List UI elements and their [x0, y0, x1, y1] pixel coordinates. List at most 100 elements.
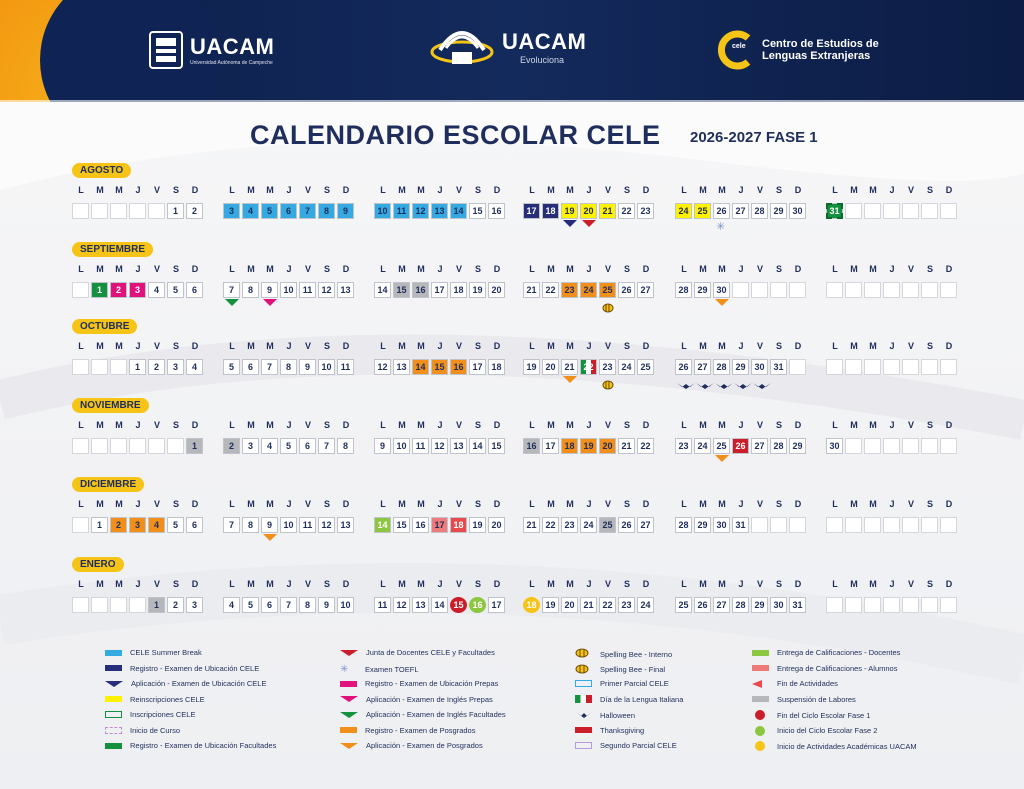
- day-cell[interactable]: 23: [561, 517, 578, 533]
- day-cell[interactable]: 10: [318, 359, 335, 375]
- day-cell[interactable]: 17: [488, 597, 505, 613]
- day-cell[interactable]: 31: [789, 597, 806, 613]
- day-cell[interactable]: 3: [186, 597, 203, 613]
- day-cell[interactable]: 13: [431, 203, 448, 219]
- day-cell[interactable]: 9: [374, 438, 391, 454]
- day-cell[interactable]: 25: [694, 203, 711, 219]
- day-cell[interactable]: 18: [542, 203, 559, 219]
- day-cell[interactable]: 26: [713, 203, 730, 219]
- day-cell[interactable]: 1: [129, 359, 146, 375]
- day-cell[interactable]: 27: [732, 203, 749, 219]
- day-cell[interactable]: 5: [242, 597, 259, 613]
- day-cell[interactable]: 30: [751, 359, 768, 375]
- day-cell[interactable]: 14: [431, 597, 448, 613]
- day-cell[interactable]: 22: [542, 282, 559, 298]
- day-cell[interactable]: 25: [599, 517, 616, 533]
- day-cell[interactable]: 17: [469, 359, 486, 375]
- day-cell[interactable]: 7: [261, 359, 278, 375]
- day-cell[interactable]: 23: [675, 438, 692, 454]
- day-cell[interactable]: 1: [167, 203, 184, 219]
- day-cell[interactable]: 24: [675, 203, 692, 219]
- day-cell[interactable]: 9: [318, 597, 335, 613]
- day-cell[interactable]: 14: [374, 517, 391, 533]
- day-cell[interactable]: 13: [412, 597, 429, 613]
- day-cell[interactable]: 29: [694, 517, 711, 533]
- day-cell[interactable]: 31: [826, 203, 843, 219]
- day-cell[interactable]: 15: [431, 359, 448, 375]
- day-cell[interactable]: 21: [523, 282, 540, 298]
- day-cell[interactable]: 23: [599, 359, 616, 375]
- day-cell[interactable]: 26: [618, 517, 635, 533]
- day-cell[interactable]: 19: [561, 203, 578, 219]
- day-cell[interactable]: 7: [318, 438, 335, 454]
- day-cell[interactable]: 15: [393, 282, 410, 298]
- day-cell[interactable]: 27: [713, 597, 730, 613]
- day-cell[interactable]: 16: [523, 438, 540, 454]
- day-cell[interactable]: 16: [412, 282, 429, 298]
- day-cell[interactable]: 21: [599, 203, 616, 219]
- day-cell[interactable]: 7: [299, 203, 316, 219]
- day-cell[interactable]: 20: [542, 359, 559, 375]
- day-cell[interactable]: 30: [713, 517, 730, 533]
- day-cell[interactable]: 5: [167, 282, 184, 298]
- day-cell[interactable]: 24: [637, 597, 654, 613]
- day-cell[interactable]: 18: [561, 438, 578, 454]
- day-cell[interactable]: 4: [223, 597, 240, 613]
- day-cell[interactable]: 27: [637, 517, 654, 533]
- day-cell[interactable]: 25: [713, 438, 730, 454]
- day-cell[interactable]: 10: [374, 203, 391, 219]
- day-cell[interactable]: 12: [393, 597, 410, 613]
- day-cell[interactable]: 30: [713, 282, 730, 298]
- day-cell[interactable]: 11: [337, 359, 354, 375]
- day-cell[interactable]: 2: [110, 517, 127, 533]
- day-cell[interactable]: 21: [618, 438, 635, 454]
- day-cell[interactable]: 22: [580, 359, 597, 375]
- day-cell[interactable]: 8: [242, 282, 259, 298]
- day-cell[interactable]: 15: [469, 203, 486, 219]
- day-cell[interactable]: 26: [675, 359, 692, 375]
- day-cell[interactable]: 6: [186, 282, 203, 298]
- day-cell[interactable]: 10: [337, 597, 354, 613]
- day-cell[interactable]: 12: [318, 517, 335, 533]
- day-cell[interactable]: 21: [523, 517, 540, 533]
- day-cell[interactable]: 16: [488, 203, 505, 219]
- day-cell[interactable]: 3: [223, 203, 240, 219]
- day-cell[interactable]: 17: [431, 282, 448, 298]
- day-cell[interactable]: 28: [713, 359, 730, 375]
- day-cell[interactable]: 29: [732, 359, 749, 375]
- day-cell[interactable]: 28: [675, 517, 692, 533]
- day-cell[interactable]: 7: [280, 597, 297, 613]
- day-cell[interactable]: 13: [337, 517, 354, 533]
- day-cell[interactable]: 17: [542, 438, 559, 454]
- day-cell[interactable]: 28: [770, 438, 787, 454]
- day-cell[interactable]: 31: [770, 359, 787, 375]
- day-cell[interactable]: 16: [412, 517, 429, 533]
- day-cell[interactable]: 14: [450, 203, 467, 219]
- day-cell[interactable]: 22: [599, 597, 616, 613]
- day-cell[interactable]: 20: [599, 438, 616, 454]
- day-cell[interactable]: 19: [469, 517, 486, 533]
- day-cell[interactable]: 3: [129, 517, 146, 533]
- day-cell[interactable]: 25: [675, 597, 692, 613]
- day-cell[interactable]: 4: [148, 517, 165, 533]
- day-cell[interactable]: 26: [694, 597, 711, 613]
- day-cell[interactable]: 14: [412, 359, 429, 375]
- day-cell[interactable]: 20: [488, 282, 505, 298]
- day-cell[interactable]: 30: [770, 597, 787, 613]
- day-cell[interactable]: 29: [694, 282, 711, 298]
- day-cell[interactable]: 2: [167, 597, 184, 613]
- day-cell[interactable]: 19: [523, 359, 540, 375]
- day-cell[interactable]: 24: [618, 359, 635, 375]
- day-cell[interactable]: 14: [374, 282, 391, 298]
- day-cell[interactable]: 4: [186, 359, 203, 375]
- day-cell[interactable]: 20: [580, 203, 597, 219]
- day-cell[interactable]: 9: [337, 203, 354, 219]
- day-cell[interactable]: 11: [374, 597, 391, 613]
- day-cell[interactable]: 28: [675, 282, 692, 298]
- day-cell[interactable]: 6: [242, 359, 259, 375]
- day-cell[interactable]: 23: [561, 282, 578, 298]
- day-cell[interactable]: 7: [223, 517, 240, 533]
- day-cell[interactable]: 8: [337, 438, 354, 454]
- day-cell[interactable]: 29: [789, 438, 806, 454]
- day-cell[interactable]: 8: [299, 597, 316, 613]
